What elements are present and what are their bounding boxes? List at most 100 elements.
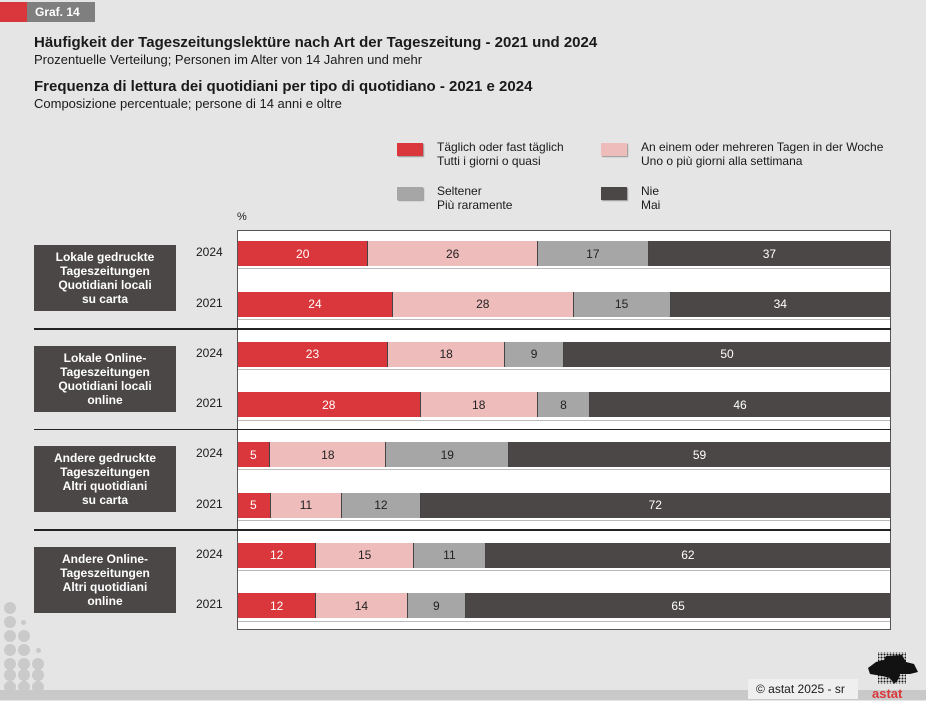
astat-logo-icon xyxy=(868,652,918,684)
legend-label-de: Täglich oder fast täglich xyxy=(437,140,564,154)
decorative-dot xyxy=(18,669,30,681)
data-label: 9 xyxy=(530,347,538,361)
legend-swatch xyxy=(601,187,627,200)
bar-segment: 5 xyxy=(238,442,271,467)
chart-title-de: Häufigkeit der Tageszeitungslektüre nach… xyxy=(34,34,598,51)
legend-label-de: An einem oder mehreren Tagen in der Woch… xyxy=(641,140,884,154)
legend-label: Täglich oder fast täglich Tutti i giorni … xyxy=(437,140,564,168)
data-label: 11 xyxy=(443,548,456,562)
data-label: 28 xyxy=(476,297,490,311)
bar-segment: 23 xyxy=(238,341,388,367)
graph-number-tag: Graf. 14 xyxy=(27,2,95,22)
bar-segment: 20 xyxy=(238,241,369,266)
graph-tag-accent xyxy=(0,2,27,22)
band-line xyxy=(238,368,890,370)
plot-area: 20 26 17 37 24 28 15 34 23 18 9 50 28 18 8 46 5 18 19 59 5 11… xyxy=(237,230,891,630)
decorative-dot xyxy=(18,644,30,656)
category-label: Andere gedruckte Tageszeitungen Altri qu… xyxy=(34,446,176,512)
bar-segment: 46 xyxy=(590,392,890,417)
band-line xyxy=(238,319,890,320)
bar-segment: 11 xyxy=(270,492,343,518)
decorative-dot xyxy=(4,616,16,628)
data-label: 23 xyxy=(305,347,320,361)
data-label: 9 xyxy=(433,598,440,613)
chart-subtitle-de: Prozentuelle Verteilung; Personen im Alt… xyxy=(34,52,423,67)
data-label: 59 xyxy=(692,447,707,462)
bar-segment: 15 xyxy=(316,542,415,568)
chart-subtitle-it: Composizione percentuale; persone di 14 … xyxy=(34,96,342,111)
decorative-dot xyxy=(20,619,26,625)
bar-segment: 28 xyxy=(238,392,421,417)
legend-item: Nie Mai xyxy=(601,184,660,212)
category-label: Andere Online- Tageszeitungen Altri quot… xyxy=(34,546,176,613)
legend-item: Täglich oder fast täglich Tutti i giorni … xyxy=(397,140,564,168)
legend-label-de: Seltener xyxy=(437,184,482,198)
legend-label-it: Uno o più giorni alla settimana xyxy=(641,154,803,168)
legend-swatch xyxy=(397,143,423,156)
bar-segment: 24 xyxy=(238,291,393,317)
data-label: 50 xyxy=(720,347,734,361)
footer-bar xyxy=(0,690,926,700)
decorative-dot xyxy=(18,630,30,642)
data-label: 5 xyxy=(250,498,257,512)
data-label: 15 xyxy=(614,297,629,311)
decorative-dot xyxy=(4,630,16,642)
data-label: 8 xyxy=(560,397,567,412)
bar-segment: 18 xyxy=(420,392,538,417)
data-label: 15 xyxy=(357,548,372,562)
year-label: 2024 xyxy=(196,446,223,460)
bar-segment: 9 xyxy=(505,341,564,367)
legend-item: Seltener Più raramente xyxy=(397,184,512,212)
year-label: 2024 xyxy=(196,245,223,259)
bar-segment: 34 xyxy=(670,291,890,317)
data-label: 18 xyxy=(439,347,453,361)
legend-label: Nie Mai xyxy=(641,184,660,212)
group-separator xyxy=(34,428,891,430)
band-line xyxy=(238,520,890,521)
band-line xyxy=(238,419,890,421)
data-label: 19 xyxy=(440,447,454,462)
legend-item: An einem oder mehreren Tagen in der Woch… xyxy=(601,140,883,168)
year-label: 2024 xyxy=(196,345,223,360)
data-label: 5 xyxy=(250,447,257,462)
year-label: 2021 xyxy=(196,597,223,611)
data-label: 14 xyxy=(354,598,369,613)
chart-title-it: Frequenza di lettura dei quotidiani per … xyxy=(34,78,533,95)
decorative-dot xyxy=(4,658,16,670)
legend-label: Seltener Più raramente xyxy=(437,184,512,212)
category-label: Lokale Online- Tageszeitungen Quotidiani… xyxy=(34,345,176,412)
data-label: 65 xyxy=(671,598,685,613)
bar-segment: 65 xyxy=(466,593,890,618)
decorative-dot xyxy=(18,658,30,670)
legend-label: An einem oder mehreren Tagen in der Woch… xyxy=(641,140,883,168)
year-label: 2024 xyxy=(196,546,223,561)
band-line xyxy=(238,569,890,571)
data-label: 11 xyxy=(299,498,313,512)
bar-segment: 17 xyxy=(537,241,649,266)
data-label: 12 xyxy=(269,598,284,613)
group-separator xyxy=(34,529,891,531)
data-label: 46 xyxy=(733,397,747,412)
legend-label-it: Più raramente xyxy=(437,198,513,212)
band-line xyxy=(238,268,890,269)
bar-segment: 18 xyxy=(270,442,387,467)
bar-segment: 37 xyxy=(648,241,890,266)
bar-segment: 15 xyxy=(573,291,671,317)
data-label: 72 xyxy=(648,498,662,512)
logo-text: astat xyxy=(872,686,903,701)
data-label: 28 xyxy=(322,397,336,412)
decorative-dot xyxy=(35,647,41,653)
unit-label: % xyxy=(237,211,247,223)
legend-label-it: Mai xyxy=(641,198,661,212)
bar-segment: 62 xyxy=(485,542,890,568)
year-label: 2021 xyxy=(196,396,223,410)
legend-swatch xyxy=(601,143,627,156)
category-label: Lokale gedruckte Tageszeitungen Quotidia… xyxy=(34,245,176,311)
data-label: 62 xyxy=(681,548,695,562)
bar-segment: 14 xyxy=(316,593,408,618)
data-label: 17 xyxy=(586,246,600,261)
bar-segment: 8 xyxy=(537,392,591,417)
data-label: 37 xyxy=(762,246,777,261)
data-label: 12 xyxy=(269,548,284,562)
bar-segment: 50 xyxy=(564,341,890,367)
